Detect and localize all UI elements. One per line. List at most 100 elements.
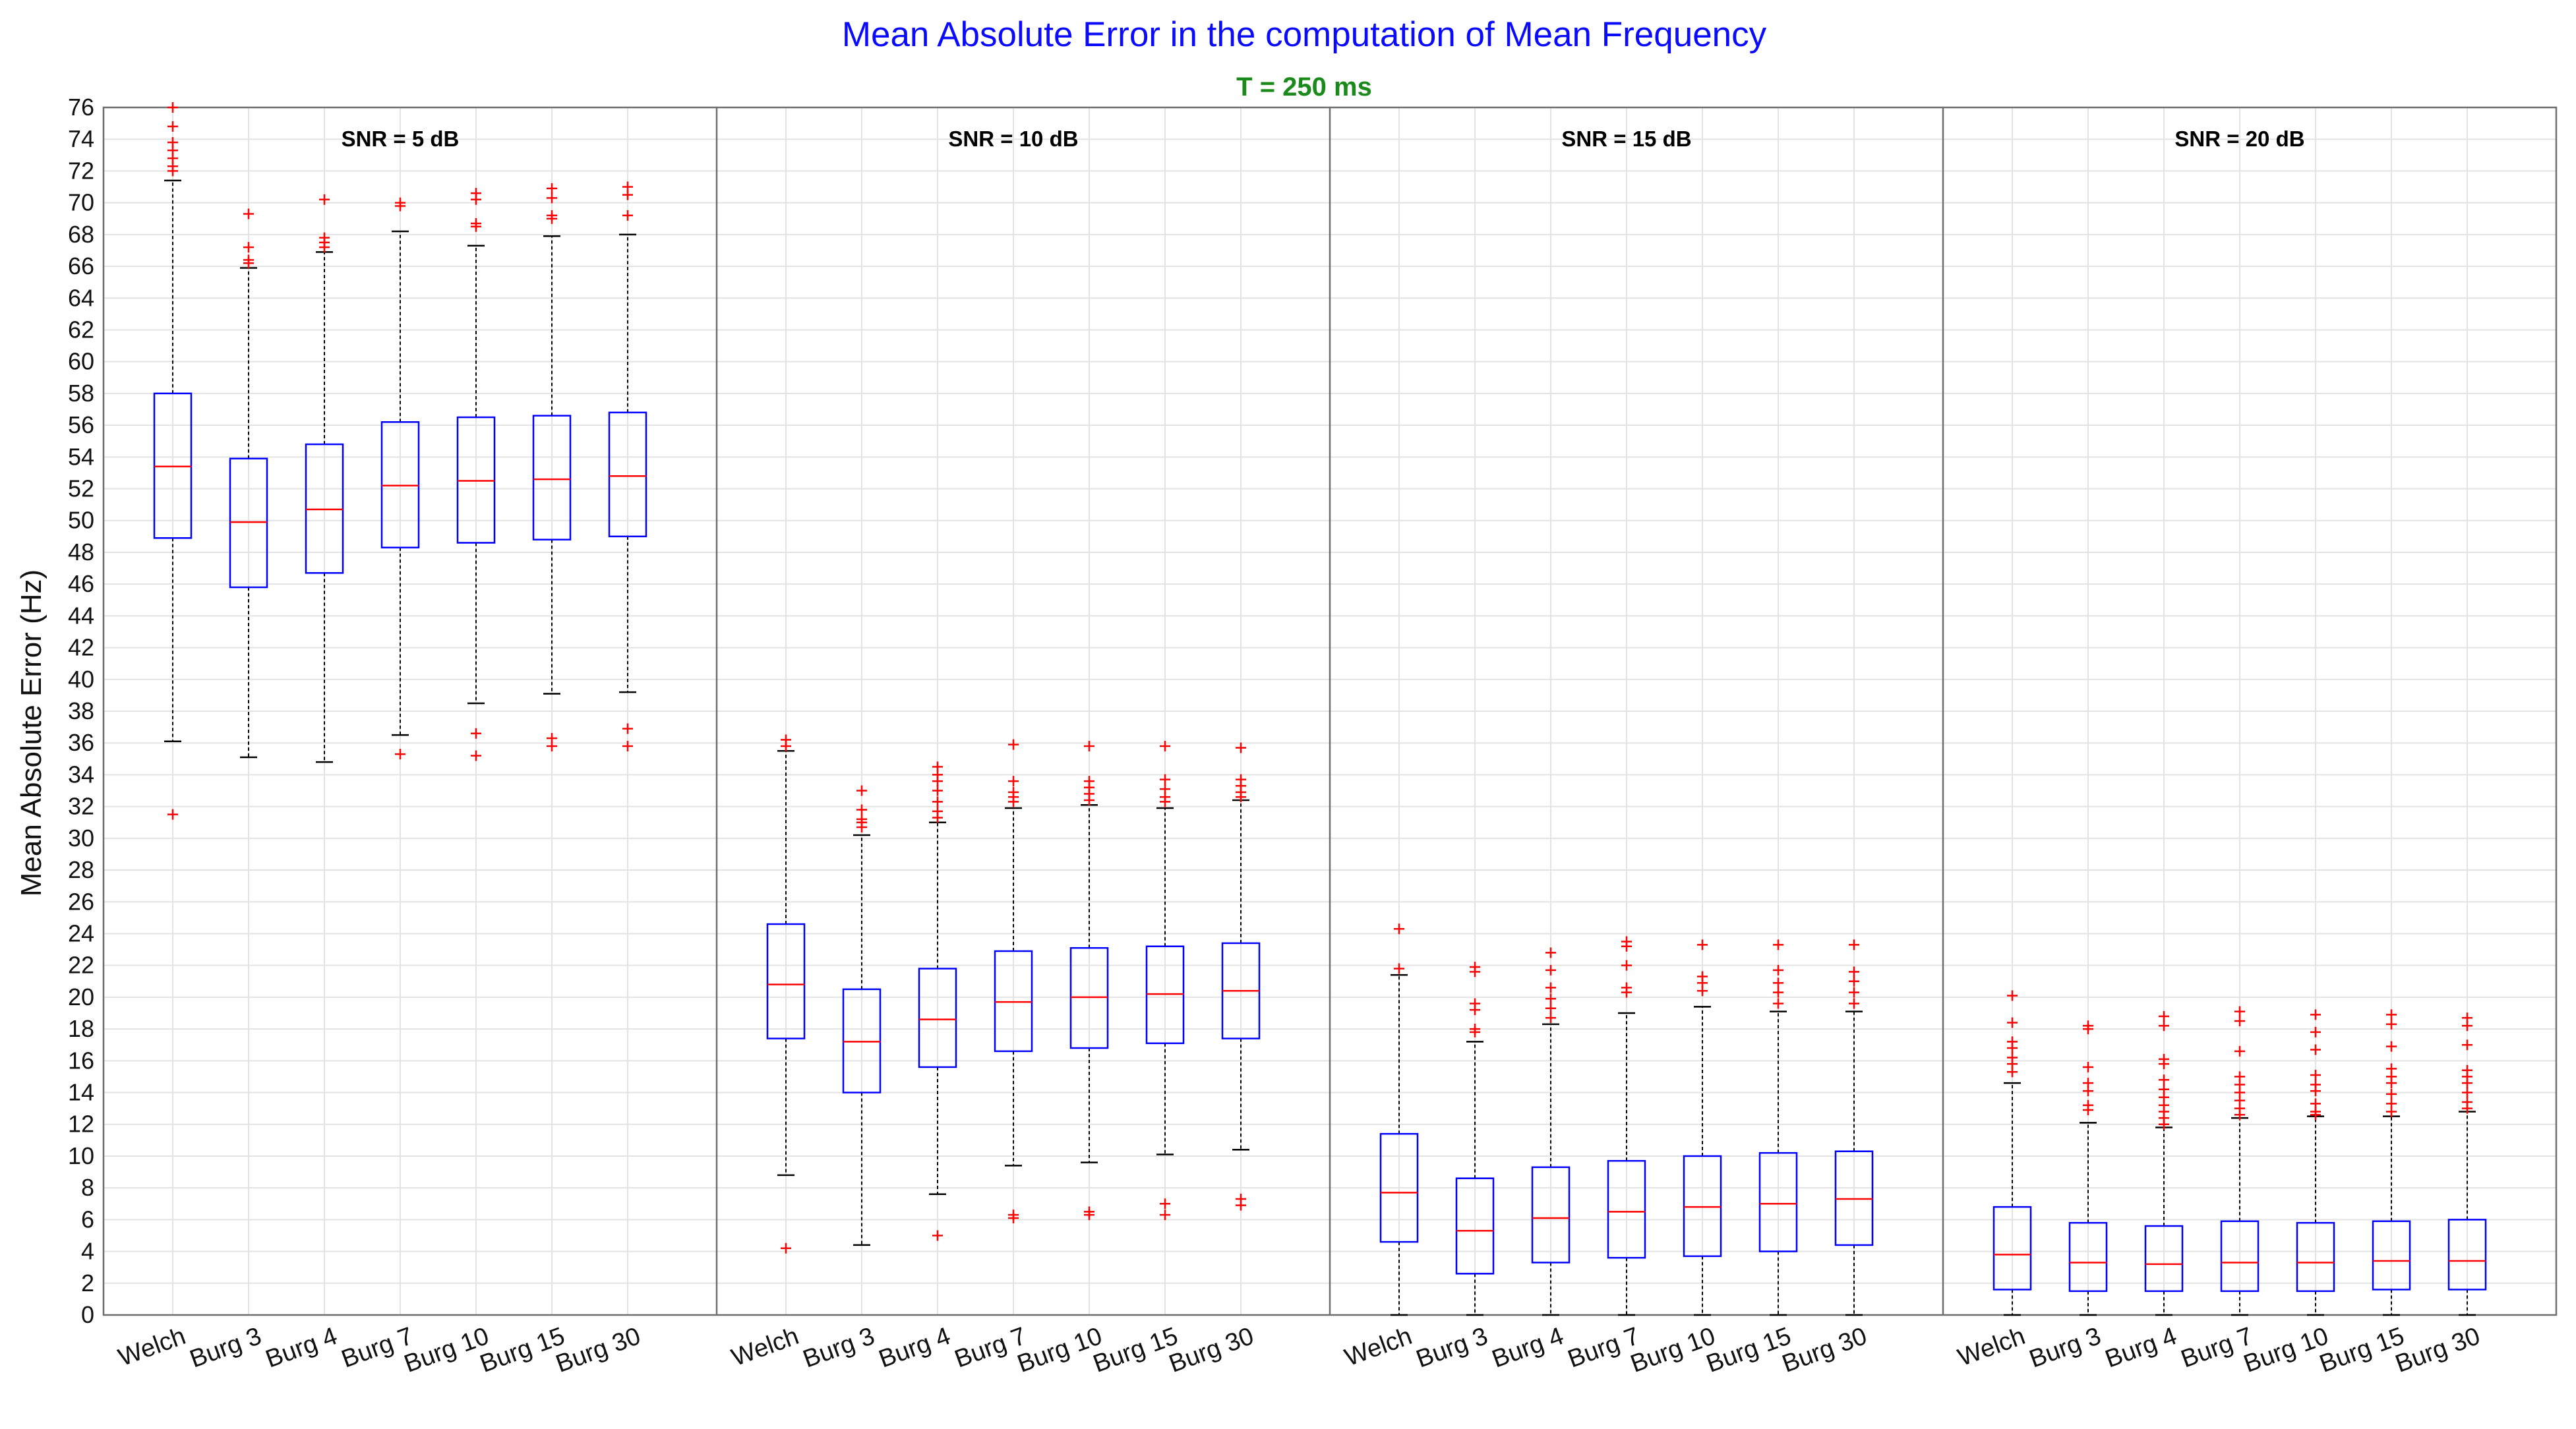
box-burg-3: Burg 3 xyxy=(1412,962,1495,1374)
iqr-box xyxy=(1531,1166,1571,1264)
iqr-box xyxy=(2372,1220,2411,1291)
box-burg-30: Burg 30 xyxy=(2392,1012,2487,1378)
y-tick-label: 54 xyxy=(68,443,94,470)
outlier-marker xyxy=(932,785,943,796)
y-tick-label: 44 xyxy=(68,602,94,629)
box-burg-4: Burg 4 xyxy=(1488,947,1571,1374)
box-burg-7: Burg 7 xyxy=(951,739,1033,1374)
y-tick-label: 68 xyxy=(68,221,94,248)
y-tick-label: 48 xyxy=(68,539,94,566)
outlier-marker xyxy=(1470,1024,1480,1035)
outlier-marker xyxy=(2007,990,2018,1001)
iqr-box xyxy=(1379,1132,1419,1243)
y-tick-label: 4 xyxy=(81,1238,94,1265)
outlier-marker xyxy=(2386,1063,2397,1074)
chart-subtitle: T = 250 ms xyxy=(1236,73,1372,102)
outlier-marker xyxy=(2310,1098,2321,1109)
outlier-marker xyxy=(622,741,633,752)
outlier-marker xyxy=(1008,739,1019,750)
x-tick-label: Welch xyxy=(728,1322,802,1372)
outlier-marker xyxy=(1849,998,1859,1009)
y-tick-label: 30 xyxy=(68,825,94,852)
outlier-marker xyxy=(2462,1096,2472,1107)
outlier-marker xyxy=(243,254,254,266)
box-welch: Welch xyxy=(115,102,193,1372)
outlier-marker xyxy=(319,194,330,205)
iqr-box xyxy=(2068,1221,2108,1293)
axes: 0246810121416182022242628303234363840424… xyxy=(68,94,2558,1328)
outlier-marker xyxy=(1621,982,1632,993)
y-tick-label: 70 xyxy=(68,189,94,216)
outlier-marker xyxy=(319,232,330,243)
outlier-marker xyxy=(2159,1020,2169,1032)
outlier-marker xyxy=(1621,960,1632,971)
x-tick-label: Welch xyxy=(1954,1322,2029,1372)
outlier-marker xyxy=(2234,1045,2245,1057)
iqr-box xyxy=(1455,1177,1495,1275)
outlier-marker xyxy=(2007,1017,2018,1028)
outlier-marker xyxy=(1008,1210,1019,1221)
y-tick-label: 22 xyxy=(68,952,94,979)
outlier-marker xyxy=(622,210,633,221)
outlier-marker xyxy=(1697,971,1708,982)
outlier-marker xyxy=(2083,1061,2093,1072)
y-tick-label: 10 xyxy=(68,1142,94,1169)
box-burg-10: Burg 10 xyxy=(2240,1009,2335,1378)
outlier-marker xyxy=(2083,1099,2093,1111)
box-burg-4: Burg 4 xyxy=(2101,1010,2184,1374)
iqr-box xyxy=(2296,1221,2335,1293)
x-tick-label: Burg 3 xyxy=(2025,1322,2105,1374)
box-welch: Welch xyxy=(728,734,806,1372)
y-tick-label: 20 xyxy=(68,983,94,1010)
box-burg-10: Burg 10 xyxy=(401,188,496,1378)
panel-label: SNR = 15 dB xyxy=(1561,127,1691,151)
outlier-marker xyxy=(2462,1064,2472,1076)
outlier-marker xyxy=(547,183,557,194)
outlier-marker xyxy=(471,728,481,739)
outlier-marker xyxy=(2386,1018,2397,1030)
y-tick-label: 40 xyxy=(68,666,94,693)
x-tick-label: Burg 10 xyxy=(1014,1322,1106,1378)
outlier-marker xyxy=(2007,1052,2018,1063)
outlier-marker xyxy=(1697,939,1708,950)
y-tick-label: 76 xyxy=(68,94,94,121)
iqr-box xyxy=(532,415,572,540)
outlier-marker xyxy=(1545,947,1556,958)
x-tick-label: Burg 30 xyxy=(553,1322,644,1378)
outlier-marker xyxy=(167,809,178,820)
outlier-marker xyxy=(2234,1071,2245,1082)
outlier-marker xyxy=(1394,963,1404,974)
iqr-box xyxy=(2144,1225,2184,1293)
y-tick-label: 18 xyxy=(68,1015,94,1042)
outlier-marker xyxy=(2386,1098,2397,1109)
outlier-marker xyxy=(1160,774,1170,785)
x-tick-label: Welch xyxy=(115,1322,189,1372)
y-tick-label: 34 xyxy=(68,761,94,788)
outlier-marker xyxy=(1160,741,1170,752)
x-tick-label: Burg 4 xyxy=(875,1322,954,1374)
outlier-marker xyxy=(856,813,867,825)
outlier-marker xyxy=(2234,1006,2245,1017)
outlier-marker xyxy=(1545,964,1556,976)
outlier-marker xyxy=(2386,1009,2397,1020)
box-burg-3: Burg 3 xyxy=(799,785,882,1374)
iqr-box xyxy=(1758,1152,1798,1252)
y-tick-label: 60 xyxy=(68,348,94,375)
iqr-box xyxy=(766,923,806,1039)
outlier-marker xyxy=(2310,1070,2321,1081)
outlier-marker xyxy=(2462,1012,2472,1024)
box-burg-15: Burg 15 xyxy=(2316,1009,2411,1378)
x-tick-label: Burg 10 xyxy=(2240,1322,2332,1378)
y-tick-label: 0 xyxy=(81,1301,94,1328)
outlier-marker xyxy=(471,218,481,229)
iqr-box xyxy=(608,411,647,538)
x-tick-label: Burg 15 xyxy=(2316,1322,2408,1378)
outlier-marker xyxy=(622,723,633,734)
y-tick-label: 64 xyxy=(68,284,94,311)
y-tick-label: 46 xyxy=(68,570,94,597)
outlier-marker xyxy=(167,121,178,132)
outlier-marker xyxy=(2310,1044,2321,1055)
outlier-marker xyxy=(1160,1210,1170,1221)
